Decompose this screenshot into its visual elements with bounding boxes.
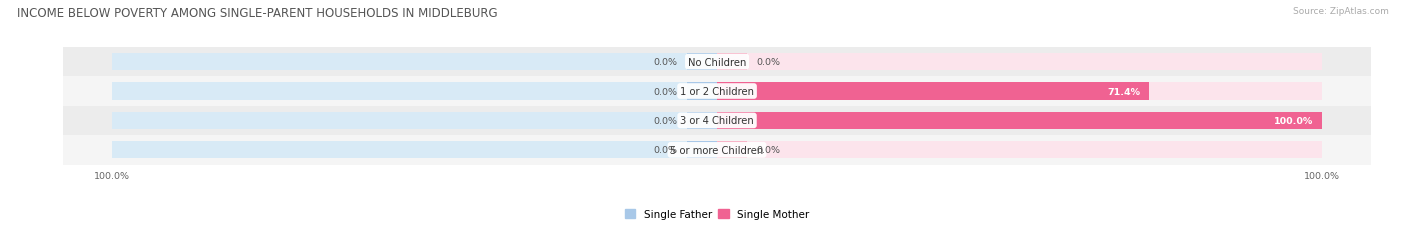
Text: 3 or 4 Children: 3 or 4 Children <box>681 116 754 126</box>
Text: 0.0%: 0.0% <box>654 87 678 96</box>
Bar <box>111 83 717 100</box>
Bar <box>686 54 717 71</box>
Text: INCOME BELOW POVERTY AMONG SINGLE-PARENT HOUSEHOLDS IN MIDDLEBURG: INCOME BELOW POVERTY AMONG SINGLE-PARENT… <box>17 7 498 20</box>
Bar <box>717 54 1323 71</box>
Text: 1 or 2 Children: 1 or 2 Children <box>681 87 754 97</box>
Bar <box>717 83 1149 100</box>
Text: 5 or more Children: 5 or more Children <box>671 145 763 155</box>
Bar <box>51 106 1384 136</box>
Bar <box>686 142 717 159</box>
Bar <box>717 142 748 159</box>
Legend: Single Father, Single Mother: Single Father, Single Mother <box>621 205 813 224</box>
Text: 0.0%: 0.0% <box>756 146 780 155</box>
Bar <box>717 112 1323 129</box>
Text: 100.0%: 100.0% <box>1274 116 1313 125</box>
Bar <box>51 48 1384 77</box>
Bar <box>717 54 748 71</box>
Bar <box>51 136 1384 165</box>
Bar <box>717 142 1323 159</box>
Bar <box>111 54 717 71</box>
Text: Source: ZipAtlas.com: Source: ZipAtlas.com <box>1294 7 1389 16</box>
Text: 0.0%: 0.0% <box>654 58 678 67</box>
Bar <box>717 83 1323 100</box>
Bar <box>51 77 1384 106</box>
Text: 0.0%: 0.0% <box>654 146 678 155</box>
Text: 0.0%: 0.0% <box>654 116 678 125</box>
Bar <box>111 142 717 159</box>
Bar <box>111 112 717 129</box>
Bar <box>686 112 717 129</box>
Bar <box>717 112 1323 129</box>
Bar <box>686 83 717 100</box>
Text: 71.4%: 71.4% <box>1107 87 1140 96</box>
Text: No Children: No Children <box>688 57 747 67</box>
Text: 0.0%: 0.0% <box>756 58 780 67</box>
